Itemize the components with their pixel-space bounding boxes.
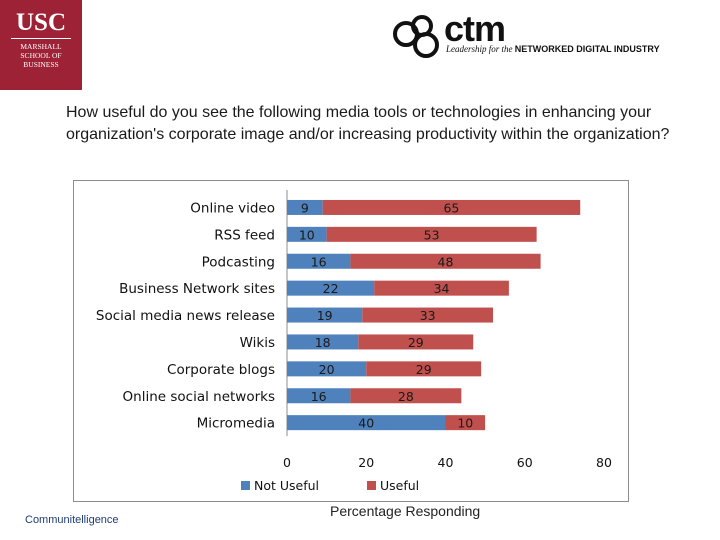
- bar-not-useful: [287, 226, 327, 242]
- ctm-logo-tagline: Leadership for the NETWORKED DIGITAL IND…: [446, 44, 660, 54]
- category-label: Micromedia: [197, 416, 275, 432]
- bar-useful: [374, 280, 509, 296]
- bar-useful: [445, 415, 486, 431]
- ctm-tagline-strong: NETWORKED DIGITAL INDUSTRY: [514, 44, 660, 54]
- category-label: Social media news release: [96, 308, 275, 324]
- x-tick-label: 80: [596, 455, 612, 470]
- bar-not-useful: [287, 253, 351, 269]
- data-label: 20: [319, 362, 335, 377]
- category-label: Online video: [190, 200, 275, 216]
- bar-useful: [362, 307, 494, 323]
- bar-not-useful: [287, 388, 351, 404]
- bar-not-useful: [287, 361, 367, 377]
- bar-not-useful: [287, 280, 375, 296]
- category-label: RSS feed: [214, 227, 275, 243]
- data-label: 18: [315, 335, 331, 350]
- usc-marshall-logo: USC MARSHALL SCHOOL OF BUSINESS: [0, 0, 82, 90]
- data-label: 29: [416, 362, 432, 377]
- usc-logo-line2: MARSHALL: [20, 42, 62, 51]
- legend-label-not-useful: Not Useful: [254, 478, 319, 493]
- bar-not-useful: [287, 307, 363, 323]
- data-label: 16: [311, 389, 327, 404]
- bar-not-useful: [287, 415, 446, 431]
- data-label: 10: [299, 227, 315, 242]
- data-label: 29: [408, 335, 424, 350]
- bar-not-useful: [287, 199, 323, 215]
- usc-logo-line3: SCHOOL OF: [20, 51, 62, 60]
- bar-useful: [322, 199, 581, 215]
- data-label: 65: [443, 200, 459, 215]
- ctm-logo: ctm Leadership for the NETWORKED DIGITAL…: [392, 8, 702, 62]
- axis-title: Percentage Responding: [330, 503, 481, 519]
- bar-useful: [326, 226, 537, 242]
- stacked-bar-chart: Online video 9 65 RSS feed 10 53 Podcasting 16 4…: [96, 190, 612, 493]
- x-tick-label: 20: [358, 455, 374, 470]
- data-label: 9: [301, 200, 309, 215]
- ctm-tagline-lead: Leadership for the: [446, 44, 515, 54]
- usc-logo-line4: BUSINESS: [23, 60, 59, 69]
- category-label: Wikis: [240, 335, 275, 351]
- usc-logo-title: USC: [15, 9, 66, 36]
- bar-useful: [350, 388, 462, 404]
- legend-label-useful: Useful: [380, 478, 419, 493]
- legend-swatch-useful: [367, 481, 376, 490]
- data-label: 19: [317, 308, 333, 323]
- data-label: 10: [457, 416, 473, 431]
- data-label: 28: [398, 389, 414, 404]
- data-label: 34: [434, 281, 450, 296]
- ctm-logo-name: ctm: [444, 8, 506, 49]
- bar-useful: [358, 334, 474, 350]
- data-label: 16: [311, 254, 327, 269]
- x-tick-label: 40: [438, 455, 454, 470]
- data-label: 53: [424, 227, 440, 242]
- source-label: Communitelligence: [25, 514, 119, 526]
- category-label: Online social networks: [123, 389, 275, 405]
- usc-logo-rule: [11, 38, 71, 39]
- data-label: 48: [438, 254, 454, 269]
- legend-swatch-not-useful: [241, 481, 250, 490]
- category-label: Podcasting: [202, 254, 275, 270]
- data-label: 33: [420, 308, 436, 323]
- ctm-rings-icon: [393, 15, 439, 58]
- category-label: Business Network sites: [119, 281, 275, 297]
- bar-useful: [366, 361, 482, 377]
- data-label: 40: [358, 416, 374, 431]
- bar-useful: [350, 253, 541, 269]
- data-label: 22: [323, 281, 339, 296]
- x-tick-label: 60: [517, 455, 533, 470]
- x-tick-label: 0: [283, 455, 291, 470]
- category-label: Corporate blogs: [167, 362, 275, 378]
- bar-not-useful: [287, 334, 359, 350]
- survey-question: How useful do you see the following medi…: [66, 104, 670, 143]
